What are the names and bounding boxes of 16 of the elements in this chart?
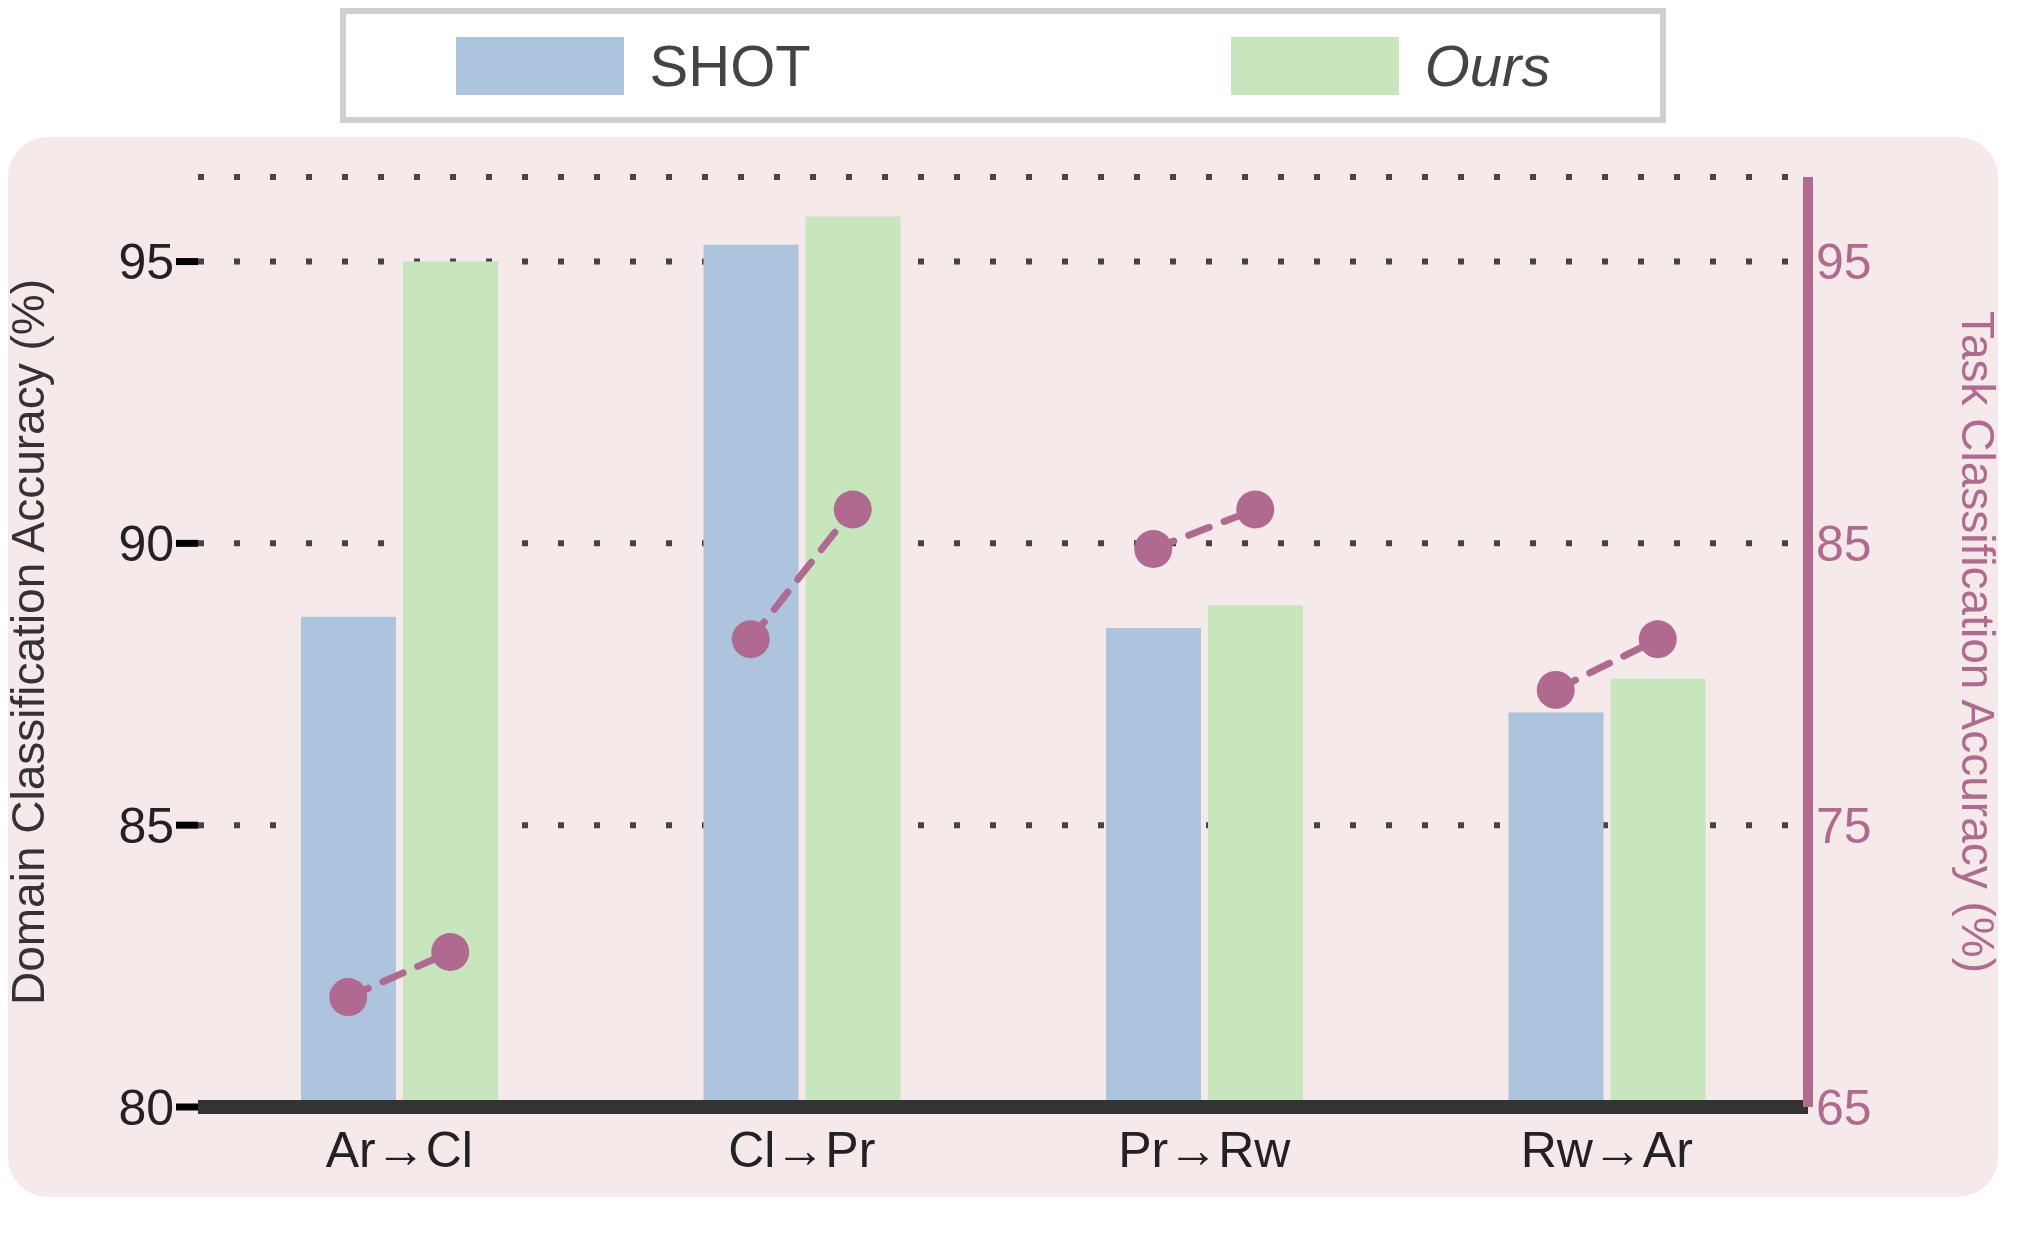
y2-tick-label: 95	[1816, 234, 1872, 291]
x-tick-label: Ar→Cl	[325, 1121, 473, 1178]
y-tick-label: 95	[118, 234, 174, 291]
x-tick-label: Cl→Pr	[728, 1121, 876, 1178]
y-tick-label: 80	[118, 1079, 174, 1136]
y2-tick-label: 65	[1816, 1079, 1872, 1136]
y-axis-title: Domain Classification Accuracy (%)	[2, 278, 55, 1006]
x-tick-label: Rw→Ar	[1520, 1121, 1693, 1178]
legend-label: Ours	[1424, 32, 1551, 99]
y2-tick-label: 75	[1816, 797, 1872, 854]
y-tick-label: 90	[118, 516, 174, 573]
legend-label: SHOT	[649, 32, 811, 99]
y2-axis-title: Task Classification Accuracy (%)	[1951, 310, 2004, 974]
y-tick-label: 85	[118, 797, 174, 854]
x-tick-label: Pr→Rw	[1118, 1121, 1292, 1178]
y2-tick-label: 85	[1816, 516, 1872, 573]
